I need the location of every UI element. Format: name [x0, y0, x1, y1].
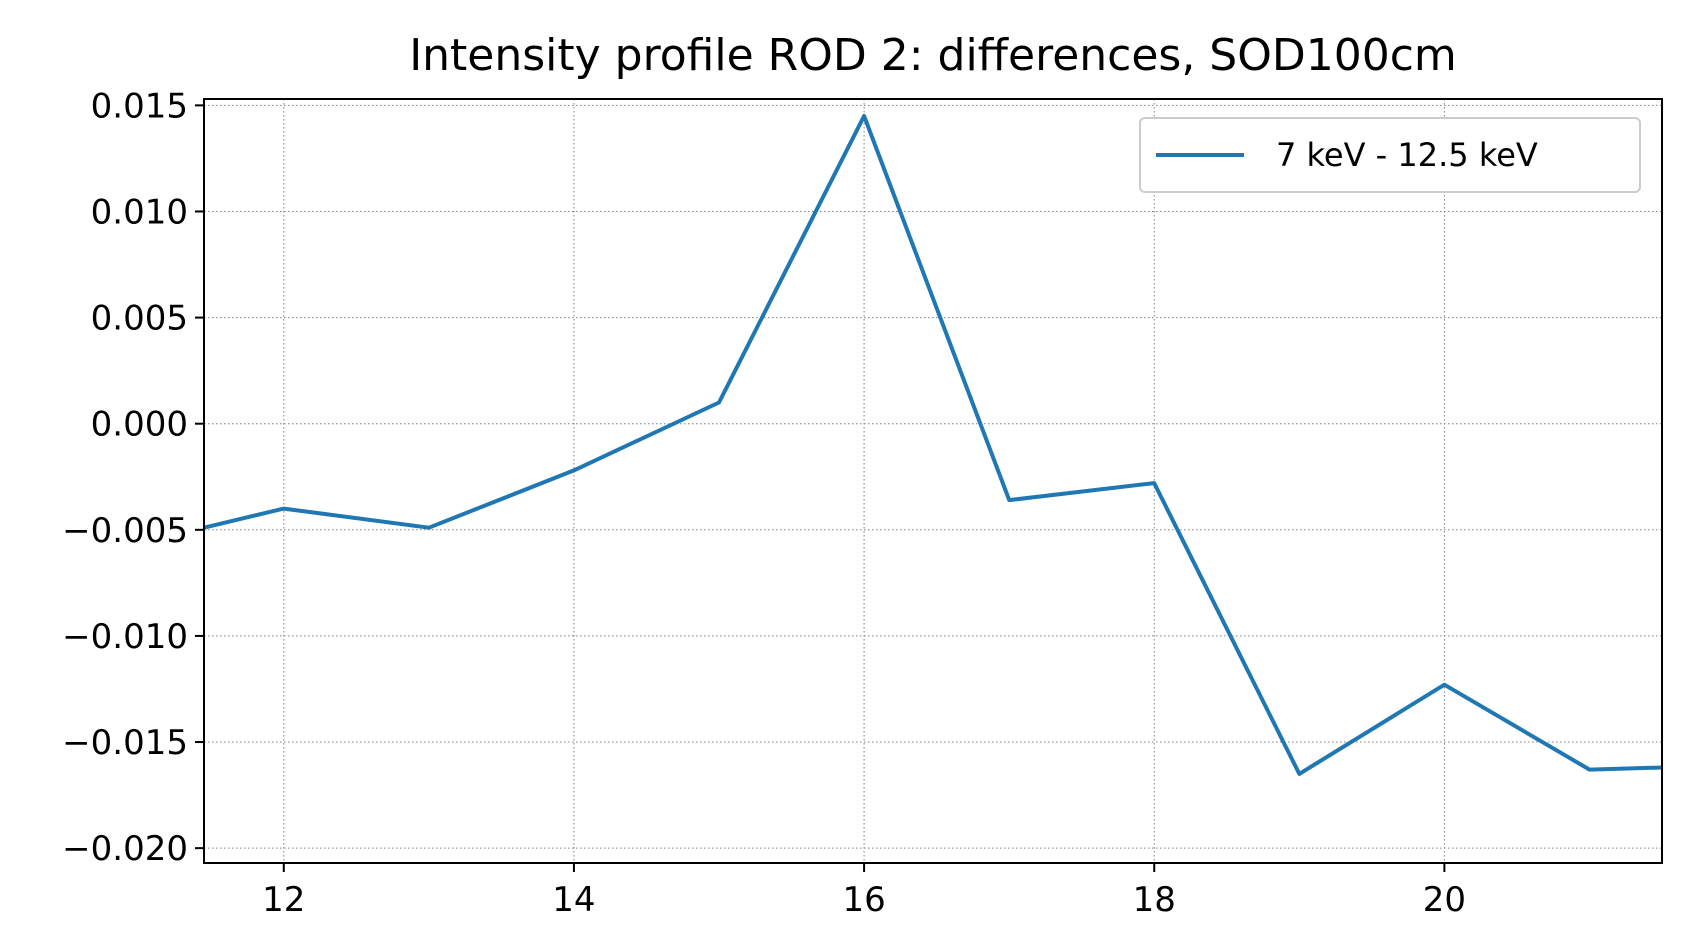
grid: [204, 99, 1662, 863]
legend-label: 7 keV - 12.5 keV: [1276, 136, 1538, 174]
x-tick-label: 16: [842, 880, 885, 920]
x-tick-label: 14: [552, 880, 595, 920]
plot-area-frame: [203, 98, 1663, 864]
legend-box: [1139, 117, 1641, 193]
series-layer: [203, 114, 1663, 776]
y-tick-label: 0.010: [91, 192, 188, 232]
y-tick-label: −0.015: [62, 723, 188, 763]
x-tick-label: 20: [1423, 880, 1466, 920]
y-tick-label: −0.020: [62, 829, 188, 869]
y-tick-label: 0.015: [91, 86, 188, 126]
legend: 7 keV - 12.5 keV: [1139, 117, 1641, 193]
y-tick-label: −0.010: [62, 617, 188, 657]
x-tick-label: 18: [1133, 880, 1176, 920]
y-tick-label: −0.005: [62, 511, 188, 551]
axis-ticks: 12 14 16 18 20 0.015 0.010 0.005 0.000 −0.005 −0.0…: [62, 86, 1466, 920]
x-tick-label: 12: [262, 880, 305, 920]
chart-title: Intensity profile ROD 2: differences, SO…: [409, 30, 1457, 81]
series-line: [203, 114, 1663, 776]
y-tick-label: 0.000: [91, 405, 188, 445]
y-tick-label: 0.005: [91, 299, 188, 339]
